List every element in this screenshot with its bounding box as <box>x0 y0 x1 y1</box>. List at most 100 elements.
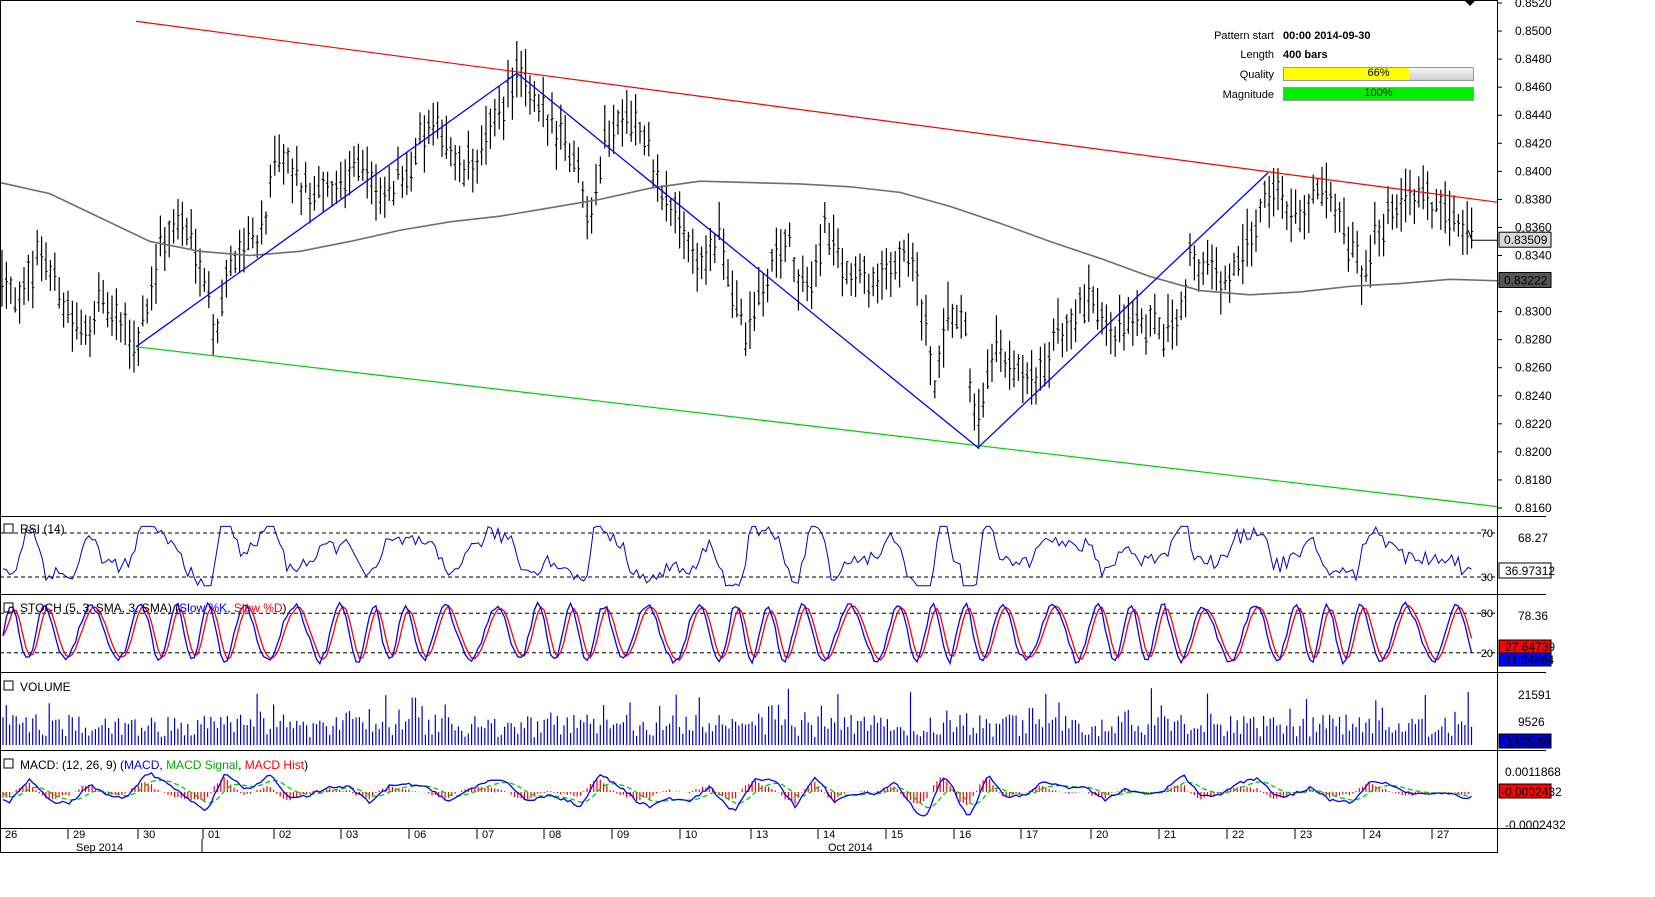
day-label: 10 <box>685 829 697 841</box>
price-bar <box>568 143 572 173</box>
price-bar <box>959 295 963 339</box>
price-bar <box>414 137 418 165</box>
price-bar <box>176 198 180 240</box>
price-bar <box>370 161 374 205</box>
price-bar <box>132 320 136 373</box>
price-bar <box>598 156 602 184</box>
price-bar <box>1135 290 1139 337</box>
price-bar <box>180 201 184 246</box>
price-bar <box>418 112 422 145</box>
price-bar <box>532 81 536 112</box>
price-bar <box>1012 350 1016 388</box>
day-label: 08 <box>549 829 561 841</box>
price-bar <box>1434 188 1438 212</box>
price-bar <box>805 266 809 302</box>
volume-value-label: 1425.86 <box>1507 735 1551 749</box>
day-label: 30 <box>143 829 155 841</box>
price-bar <box>638 121 642 144</box>
last-price-label: 0.83509 <box>1504 233 1548 247</box>
price-bar <box>466 130 470 180</box>
price-bar <box>1069 308 1073 350</box>
price-bar <box>924 294 928 346</box>
price-bar <box>1421 165 1425 210</box>
price-bar <box>229 245 233 277</box>
price-bar <box>396 146 400 180</box>
price-bar <box>1210 244 1214 290</box>
price-bar <box>352 146 356 177</box>
upper-trendline <box>135 20 1498 203</box>
volume-scale-label: 9526 <box>1518 715 1545 729</box>
price-bar <box>554 120 558 170</box>
price-bar <box>1140 308 1144 334</box>
price-bar <box>1254 209 1258 252</box>
stoch-d-value-label: 11.34864 <box>1505 653 1554 667</box>
price-bar <box>123 302 127 346</box>
price-bar <box>814 244 818 287</box>
price-bar <box>550 92 554 134</box>
price-bar <box>488 108 492 150</box>
price-bar <box>801 255 805 293</box>
day-label: 03 <box>346 829 358 841</box>
price-bar <box>436 101 440 139</box>
price-bar <box>290 158 294 204</box>
length-value: 400 bars <box>1283 49 1328 61</box>
price-bar <box>480 125 484 166</box>
price-bar <box>656 154 660 202</box>
price-bar <box>942 308 946 368</box>
price-bar <box>524 49 528 107</box>
price-bar <box>101 280 105 314</box>
price-bar <box>31 250 35 309</box>
price-tick-label: 0.8480 <box>1515 52 1552 66</box>
day-label: 16 <box>959 829 971 841</box>
price-bar <box>79 309 83 345</box>
day-label: 24 <box>1369 829 1381 841</box>
price-bar <box>1302 195 1306 240</box>
rsi-value-box <box>1498 562 1552 579</box>
price-bar <box>1148 304 1152 337</box>
price-bar <box>326 171 330 197</box>
price-bar <box>273 135 277 176</box>
price-bar <box>832 214 836 266</box>
price-bar <box>1461 209 1465 256</box>
price-bar <box>519 50 523 97</box>
price-bar <box>871 266 875 297</box>
rsi-collapse-icon[interactable] <box>3 523 14 534</box>
price-bar <box>1144 314 1148 355</box>
stoch-collapse-icon[interactable] <box>3 602 14 613</box>
volume-collapse-icon[interactable] <box>3 680 14 691</box>
price-bar <box>1206 239 1210 275</box>
price-bar <box>1157 317 1161 340</box>
price-bar <box>1412 189 1416 225</box>
price-bar <box>752 291 756 332</box>
price-bar <box>1329 181 1333 212</box>
day-label: 17 <box>1026 829 1038 841</box>
price-bar <box>1395 194 1399 229</box>
price-panel: 0.8520 0.8500 0.8480 0.8460 0.8440 0.8420 0.84… <box>0 0 1552 515</box>
price-bar <box>766 268 770 303</box>
price-bar <box>1214 247 1218 291</box>
price-bar <box>422 115 426 173</box>
macd-signal-line <box>2 779 1472 809</box>
price-bar <box>330 180 334 208</box>
price-bar <box>964 311 968 337</box>
price-bar <box>97 272 101 312</box>
price-bar <box>317 166 321 199</box>
price-bar <box>704 235 708 285</box>
price-bar <box>682 211 686 260</box>
price-bar <box>286 147 290 174</box>
price-bar <box>594 163 598 206</box>
macd-panel: 0.0011868 -0.0002432 -0.0002432 <box>2 765 1566 832</box>
price-bar <box>167 220 171 258</box>
price-bar <box>990 343 994 383</box>
price-bar <box>999 329 1003 372</box>
macd-collapse-icon[interactable] <box>3 758 14 769</box>
macd-signal-legend: MACD Signal <box>166 758 238 772</box>
price-tick-label: 0.8420 <box>1515 136 1552 150</box>
price-bar <box>669 198 673 226</box>
price-bar <box>735 280 739 318</box>
price-bar <box>620 99 624 147</box>
price-bar <box>1373 201 1377 245</box>
price-bar <box>348 151 352 196</box>
price-bar <box>1267 176 1271 228</box>
